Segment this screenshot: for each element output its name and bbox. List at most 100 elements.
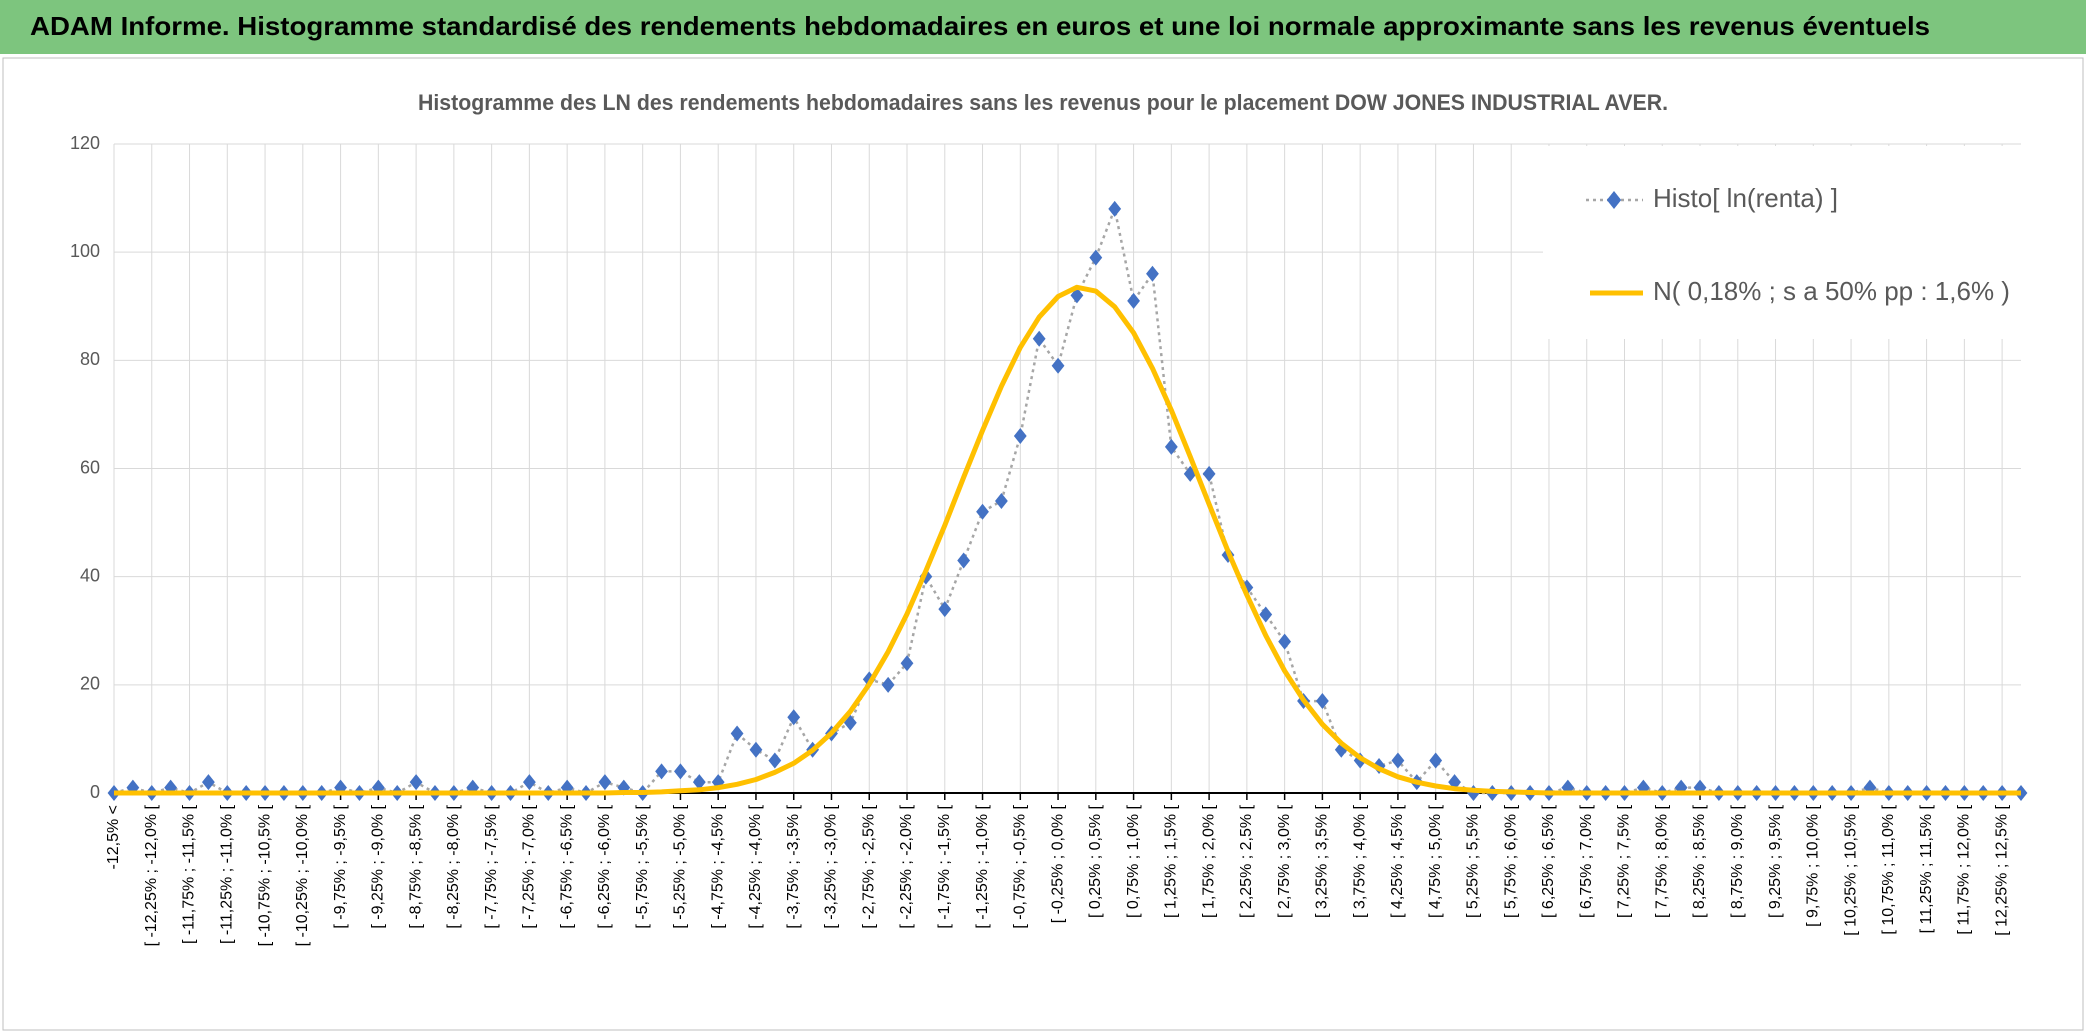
diamond-marker	[938, 601, 952, 618]
diamond-marker	[1448, 774, 1461, 791]
series-line	[114, 284, 2021, 796]
x-tick-label: [ 4,75% ; 5,0% [	[1427, 804, 1444, 918]
diamond-marker	[1108, 200, 1122, 217]
chart-title: Histogramme des LN des rendements hebdom…	[418, 90, 1668, 115]
diamond-marker	[1051, 357, 1065, 374]
x-tick-label: [ 5,75% ; 6,0% [	[1502, 804, 1519, 918]
x-tick-label: [ 10,25% ; 10,5% [	[1842, 804, 1859, 935]
x-tick-label: [ -6,75% ; -6,5% [	[558, 804, 575, 928]
x-tick-label: [ 7,75% ; 8,0% [	[1653, 804, 1670, 918]
x-tick-label: [ 8,75% ; 9,0% [	[1729, 804, 1746, 918]
diamond-marker	[1429, 752, 1443, 769]
diamond-marker	[1089, 249, 1103, 266]
x-tick-label: [ -5,75% ; -5,5% [	[634, 804, 651, 928]
diamond-marker	[881, 676, 895, 693]
legend-label: Histo[ ln(renta) ]	[1653, 183, 1838, 213]
y-tick-label: 40	[80, 565, 100, 585]
x-tick-label: [ -2,25% ; -2,0% [	[898, 804, 915, 928]
x-tick-label: [ -5,25% ; -5,0% [	[672, 804, 689, 928]
diamond-marker	[1013, 428, 1027, 445]
legend-label: N( 0,18% ; s a 50% pp : 1,6% )	[1653, 276, 2010, 306]
x-tick-label: [ 7,25% ; 7,5% [	[1616, 804, 1633, 918]
legend-marker	[1606, 191, 1622, 209]
x-tick-label: [ -2,75% ; -2,5% [	[860, 804, 877, 928]
diamond-marker	[1259, 606, 1273, 623]
x-tick-label: [ -7,25% ; -7,0% [	[521, 804, 538, 928]
diamond-marker	[1164, 438, 1178, 455]
x-tick-label: [ 3,75% ; 4,0% [	[1351, 804, 1368, 918]
diamond-marker	[976, 503, 989, 520]
x-tick-label: [ 1,75% ; 2,0% [	[1200, 804, 1217, 918]
x-tick-label: [ -8,25% ; -8,0% [	[445, 804, 462, 928]
diamond-marker	[768, 752, 782, 769]
y-tick-label: 80	[80, 349, 100, 369]
x-tick-label: [ -3,25% ; -3,0% [	[823, 804, 840, 928]
x-tick-label: [ 0,75% ; 1,0% [	[1125, 804, 1142, 918]
x-tick-label: [ -4,25% ; -4,0% [	[747, 804, 764, 928]
x-tick-label: -12,5% <	[105, 805, 122, 869]
x-tick-label: [ 10,75% ; 11,0% [	[1880, 804, 1897, 934]
header-title: ADAM Informe. Histogramme standardisé de…	[30, 11, 1930, 41]
x-tick-label: [ 8,25% ; 8,5% [	[1691, 804, 1708, 918]
y-tick-label: 120	[70, 133, 100, 153]
chart-frame	[2, 57, 2084, 1031]
x-tick-label: [ -0,25% ; 0,0% [	[1049, 804, 1066, 923]
x-tick-label: [ -11,75% ; -11,5% [	[181, 804, 198, 944]
diamond-marker	[522, 774, 536, 791]
diamond-marker	[1334, 741, 1348, 758]
x-tick-label: [ 2,75% ; 3,0% [	[1276, 804, 1293, 918]
x-tick-label: [ -9,25% ; -9,0% [	[370, 804, 387, 928]
legend-box	[1543, 146, 2021, 339]
x-tick-label: [ -3,75% ; -3,5% [	[785, 804, 802, 928]
x-tick-label: [ -1,75% ; -1,5% [	[936, 804, 953, 928]
x-tick-label: [ 9,25% ; 9,5% [	[1767, 804, 1784, 918]
x-tick-label: [ -12,25% ; -12,0% [	[143, 804, 160, 946]
x-tick-label: [ 0,25% ; 0,5% [	[1087, 804, 1104, 918]
x-tick-label: [ 2,25% ; 2,5% [	[1238, 804, 1255, 918]
diamond-marker	[1032, 330, 1046, 347]
x-tick-label: [ 5,25% ; 5,5% [	[1465, 804, 1482, 918]
diamond-marker	[1127, 292, 1140, 309]
x-tick-label: [ 6,75% ; 7,0% [	[1578, 804, 1595, 918]
x-tick-label: [ 1,25% ; 1,5% [	[1163, 804, 1180, 918]
x-tick-label: [ 11,25% ; 11,5% [	[1918, 804, 1935, 933]
diamond-marker	[692, 774, 706, 791]
x-tick-label: [ 9,75% ; 10,0% [	[1805, 804, 1822, 926]
diamond-marker	[1315, 693, 1329, 710]
diamond-marker	[787, 709, 801, 726]
diamond-marker	[409, 774, 423, 791]
diamond-marker	[1202, 465, 1216, 482]
x-tick-label: [ -4,75% ; -4,5% [	[709, 804, 726, 928]
y-tick-label: 20	[80, 674, 100, 694]
x-tick-label: [ 11,75% ; 12,0% [	[1956, 804, 1973, 934]
x-tick-label: [ -0,75% ; -0,5% [	[1012, 804, 1029, 928]
x-tick-label: [ -10,75% ; -10,5% [	[256, 804, 273, 946]
y-tick-label: 100	[70, 241, 100, 261]
x-tick-label: [ 4,25% ; 4,5% [	[1389, 804, 1406, 918]
x-tick-label: [ 12,25% ; 12,5% [	[1993, 804, 2010, 935]
x-tick-label: [ -9,75% ; -9,5% [	[332, 804, 349, 928]
x-tick-label: [ 6,25% ; 6,5% [	[1540, 804, 1557, 918]
diamond-marker	[202, 774, 215, 791]
x-tick-label: [ -1,25% ; -1,0% [	[974, 804, 991, 928]
diamond-marker	[1240, 579, 1254, 596]
x-tick-label: [ -8,75% ; -8,5% [	[407, 804, 424, 928]
diamond-marker	[749, 741, 763, 758]
diamond-marker	[1391, 752, 1405, 769]
y-tick-label: 60	[80, 457, 100, 477]
x-tick-label: [ -10,25% ; -10,0% [	[294, 804, 311, 946]
x-tick-label: [ 3,25% ; 3,5% [	[1314, 804, 1331, 918]
x-tick-label: [ -11,25% ; -11,0% [	[219, 804, 236, 944]
y-tick-label: 0	[90, 782, 100, 802]
diamond-marker	[655, 763, 668, 780]
diamond-marker	[995, 492, 1008, 509]
diamond-marker	[730, 725, 744, 742]
diamond-marker	[598, 774, 612, 791]
diamond-marker	[1146, 265, 1159, 282]
diamond-marker	[957, 552, 971, 569]
diamond-marker	[900, 655, 914, 672]
diamond-marker	[1278, 633, 1292, 650]
diamond-marker	[674, 763, 687, 780]
